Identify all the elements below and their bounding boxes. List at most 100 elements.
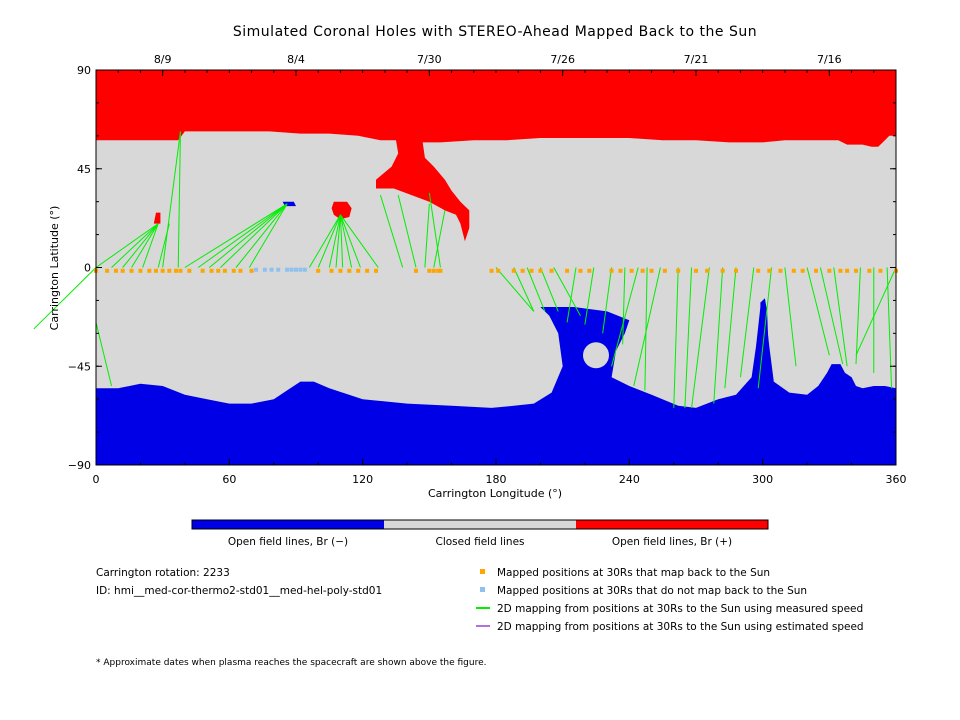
open-positive-small-region	[331, 201, 352, 220]
y-tick-label: 90	[77, 64, 91, 77]
mapping-line	[33, 267, 97, 330]
not-mapped-point	[262, 267, 267, 272]
mapped-point	[436, 268, 441, 273]
mapped-point	[720, 268, 725, 273]
mapping-line	[424, 203, 430, 268]
colorbar-label-closed: Closed field lines	[435, 536, 524, 548]
top-date-label: 7/21	[684, 53, 709, 66]
carrington-rotation-label: Carrington rotation: 2233	[96, 567, 230, 579]
mapping-line	[691, 267, 710, 409]
mapped-point	[878, 268, 883, 273]
plot-area	[33, 69, 898, 466]
mapped-point	[187, 268, 192, 273]
mapping-line	[177, 131, 181, 268]
mapped-point	[167, 268, 172, 273]
mapped-point	[120, 268, 125, 273]
mapped-point	[496, 268, 501, 273]
x-tick-label: 240	[619, 473, 640, 486]
model-id-label: ID: hmi__med-cor-thermo2-std01__med-hel-…	[96, 585, 382, 597]
mapped-point	[231, 268, 236, 273]
mapping-line	[379, 194, 404, 268]
mapped-point	[662, 268, 667, 273]
chart-title: Simulated Coronal Holes with STEREO-Ahea…	[233, 24, 757, 40]
mapping-line	[806, 267, 830, 356]
mapped-point	[216, 268, 221, 273]
mapping-line	[553, 267, 581, 317]
mapping-line	[684, 267, 693, 408]
mapped-point	[529, 268, 534, 273]
top-date-label: 7/30	[417, 53, 442, 66]
mapped-point	[105, 268, 110, 273]
axis-ticks	[95, 69, 897, 466]
mapping-line	[673, 267, 679, 408]
mapping-line	[95, 223, 159, 268]
mapping-lines-group	[33, 131, 897, 409]
mapped-point	[489, 268, 494, 273]
mapping-line	[162, 131, 181, 268]
not-mapped-point	[298, 267, 303, 272]
mapped-point	[791, 268, 796, 273]
y-axis-label: Carrington Latitude (°)	[48, 206, 61, 331]
y-tick-label: 0	[84, 262, 91, 275]
mapping-line	[397, 194, 417, 268]
top-date-label: 8/9	[154, 53, 172, 66]
mapping-line	[317, 214, 341, 268]
mapped-point	[520, 268, 525, 273]
mapping-line	[131, 223, 159, 268]
legend-item-not-mapped: Mapped positions at 30Rs that do not map…	[497, 585, 807, 597]
mapped-point	[238, 268, 243, 273]
mapping-line	[335, 214, 341, 268]
mapped-point	[705, 268, 710, 273]
legend: Mapped positions at 30Rs that map back t…	[476, 567, 864, 633]
mapped-point	[609, 268, 614, 273]
mapping-line	[328, 214, 341, 268]
mapped-point	[800, 268, 805, 273]
mapping-line	[566, 267, 577, 323]
mapping-line	[197, 203, 288, 268]
top-date-label: 7/26	[550, 53, 575, 66]
x-tick-label: 180	[486, 473, 507, 486]
mapped-point	[209, 268, 214, 273]
mapping-line	[122, 223, 159, 268]
mapping-line	[339, 214, 344, 268]
not-mapped-point	[254, 267, 258, 272]
mapped-points-group	[94, 267, 898, 273]
x-tick-label: 120	[352, 473, 373, 486]
mapping-line	[184, 203, 288, 268]
closed-island-in-open-region	[583, 342, 609, 369]
mapped-point	[438, 268, 443, 273]
mapped-point	[814, 268, 818, 273]
mapped-point	[249, 268, 254, 273]
mapped-point	[329, 268, 334, 273]
mapped-point	[431, 268, 436, 273]
mapping-line	[308, 214, 341, 268]
colorbar-open-positive	[576, 520, 768, 529]
open-positive-tiny-region	[153, 212, 161, 224]
mapped-point	[347, 268, 352, 273]
mapping-line	[713, 267, 724, 404]
mapping-line	[819, 267, 844, 365]
mapping-line	[584, 267, 595, 325]
mapped-point	[549, 268, 554, 273]
open-negative-south-region	[96, 307, 896, 465]
mapped-point	[356, 268, 361, 273]
mapping-line	[757, 267, 773, 389]
mapping-line	[340, 214, 379, 268]
colorbar-frame	[191, 519, 769, 530]
mapped-point	[200, 268, 205, 273]
not-mapped-point	[276, 267, 281, 272]
mapped-point	[338, 268, 343, 273]
mapped-point	[365, 268, 370, 273]
mapping-line	[428, 192, 441, 268]
mapped-point	[649, 268, 654, 273]
y-tick-label: 45	[77, 163, 91, 176]
mapping-line	[633, 267, 661, 387]
mapped-point	[138, 268, 143, 273]
x-tick-label: 60	[222, 473, 236, 486]
mapped-point	[734, 268, 738, 273]
mapped-point	[538, 268, 543, 273]
mapping-line	[235, 203, 288, 268]
mapped-point	[565, 268, 570, 273]
mapping-line	[495, 267, 535, 312]
